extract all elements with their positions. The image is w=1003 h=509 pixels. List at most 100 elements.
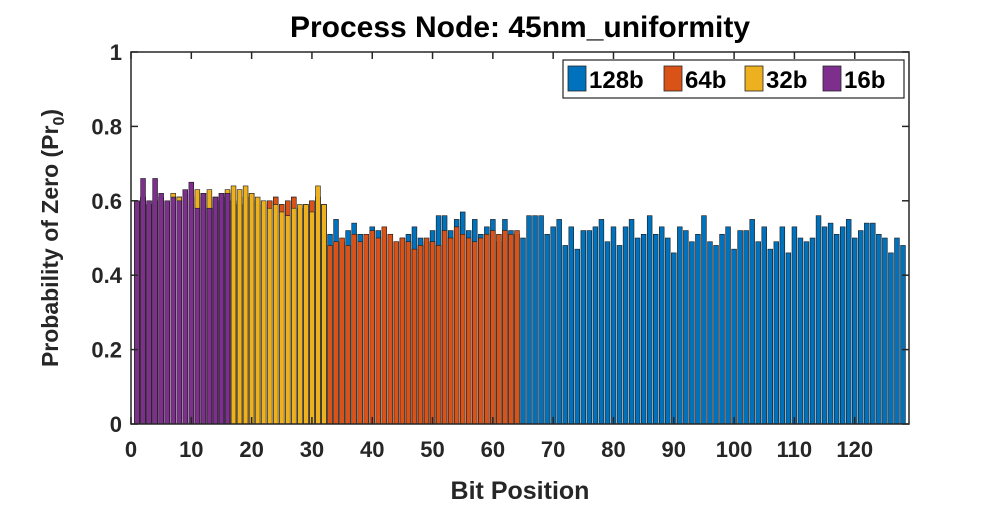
- bar-64b-58: [478, 237, 484, 425]
- x-axis-label: Bit Position: [451, 477, 590, 505]
- bar-128b-117: [833, 233, 840, 425]
- bar-128b-75: [580, 230, 587, 425]
- bar-64b-43: [387, 233, 394, 425]
- bar-64b-48: [417, 245, 424, 425]
- bar-16b-14: [212, 196, 219, 425]
- bar-64b-49: [423, 237, 430, 425]
- bar-128b-95: [701, 215, 707, 425]
- bar-64b-40: [369, 230, 375, 425]
- bar-64b-50: [429, 241, 436, 425]
- bar-32b-22: [260, 200, 267, 425]
- bar-128b-79: [604, 241, 611, 425]
- bar-128b-66: [526, 215, 532, 425]
- bar-128b-109: [785, 252, 792, 425]
- tick-layer: 0 10 20 30 40 50 60 70 80 90 100 110 120 0 0.2 0.4 0.6 0.…: [91, 40, 909, 462]
- bar-128b-85: [640, 233, 647, 425]
- bar-128b-82: [622, 226, 629, 425]
- bar-64b-36: [345, 245, 351, 425]
- plot-box: [130, 51, 910, 425]
- bar-32b-17: [230, 185, 237, 425]
- bar-64b-34: [333, 241, 339, 425]
- bar-64b-57: [472, 241, 478, 425]
- bar-32b-20: [248, 193, 255, 425]
- bar-128b-107: [773, 241, 780, 425]
- bar-128b-103: [749, 219, 755, 425]
- bar-32b-19: [242, 185, 249, 425]
- legend-box: [562, 59, 905, 99]
- bar-128b-96: [707, 241, 713, 425]
- bar-128b-112: [803, 241, 810, 425]
- bar-16b-16: [224, 193, 231, 425]
- bar-16b-11: [194, 207, 201, 425]
- bar-16b-1: [134, 200, 140, 425]
- bar-128b-76: [586, 230, 593, 425]
- bar-16b-2: [140, 178, 146, 425]
- x-tick-label-20: 20: [239, 437, 263, 462]
- bar-128b-104: [755, 241, 761, 425]
- x-tick-label-60: 60: [481, 437, 505, 462]
- x-tick-label-0: 0: [125, 437, 137, 462]
- y-axis-label-close: ): [37, 109, 63, 117]
- bar-32b-27: [291, 207, 297, 425]
- bar-32b-28: [297, 204, 303, 425]
- bar-128b-100: [731, 248, 737, 425]
- bar-16b-9: [182, 189, 188, 425]
- bar-128b-97: [713, 245, 719, 425]
- bar-64b-56: [466, 237, 472, 425]
- bar-128b-88: [659, 226, 665, 425]
- legend-swatch-64b: [663, 65, 683, 92]
- bar-128b-67: [532, 215, 538, 425]
- y-axis-label-main: Probability of Zero (Pr: [37, 125, 63, 367]
- bar-32b-26: [285, 215, 291, 425]
- bar-64b-53: [447, 237, 454, 425]
- bar-128b-91: [677, 226, 683, 425]
- bar-128b-90: [671, 252, 677, 425]
- bar-16b-4: [152, 178, 158, 425]
- bar-128b-119: [845, 219, 852, 425]
- bar-32b-31: [315, 185, 321, 425]
- bar-64b-38: [357, 241, 363, 425]
- bar-128b-65: [520, 237, 526, 425]
- bar-128b-94: [695, 233, 701, 425]
- legend-swatch-32b: [744, 65, 764, 92]
- bar-128b-108: [779, 226, 786, 425]
- bar-128b-80: [610, 226, 617, 425]
- x-tick-label-70: 70: [541, 437, 565, 462]
- bar-128b-74: [574, 248, 581, 425]
- bar-16b-6: [164, 200, 170, 425]
- bar-128b-69: [544, 233, 550, 425]
- bar-128b-87: [652, 233, 659, 425]
- bar-64b-55: [459, 233, 466, 425]
- x-tick-label-110: 110: [777, 437, 813, 462]
- bar-128b-127: [894, 237, 900, 425]
- bar-16b-15: [218, 193, 225, 425]
- bar-64b-52: [441, 230, 448, 425]
- bar-128b-121: [858, 230, 864, 425]
- y-tick-label-0: 0: [110, 412, 122, 437]
- legend-label-16b: 16b: [844, 67, 885, 94]
- bar-128b-125: [882, 237, 888, 425]
- bar-64b-59: [484, 233, 490, 425]
- bar-128b-86: [646, 215, 653, 425]
- bar-64b-42: [381, 226, 388, 425]
- x-tick-label-10: 10: [179, 437, 203, 462]
- bar-32b-24: [273, 204, 279, 425]
- y-tick-label-0.8: 0.8: [91, 114, 122, 139]
- bar-64b-35: [339, 237, 345, 425]
- legend-label-128b: 128b: [589, 67, 644, 94]
- x-tick-label-50: 50: [420, 437, 444, 462]
- bar-32b-25: [279, 211, 285, 425]
- bar-16b-13: [206, 207, 213, 425]
- legend-label-64b: 64b: [685, 67, 726, 94]
- bar-32b-32: [321, 204, 327, 425]
- bar-16b-7: [170, 196, 176, 425]
- bar-32b-30: [309, 211, 315, 425]
- bar-128b-106: [767, 248, 773, 425]
- bar-128b-115: [821, 226, 828, 425]
- bar-128b-101: [737, 230, 743, 425]
- x-tick-label-100: 100: [716, 437, 753, 462]
- x-tick-label-40: 40: [360, 437, 384, 462]
- bar-128b-99: [725, 226, 731, 425]
- bar-32b-18: [236, 189, 243, 425]
